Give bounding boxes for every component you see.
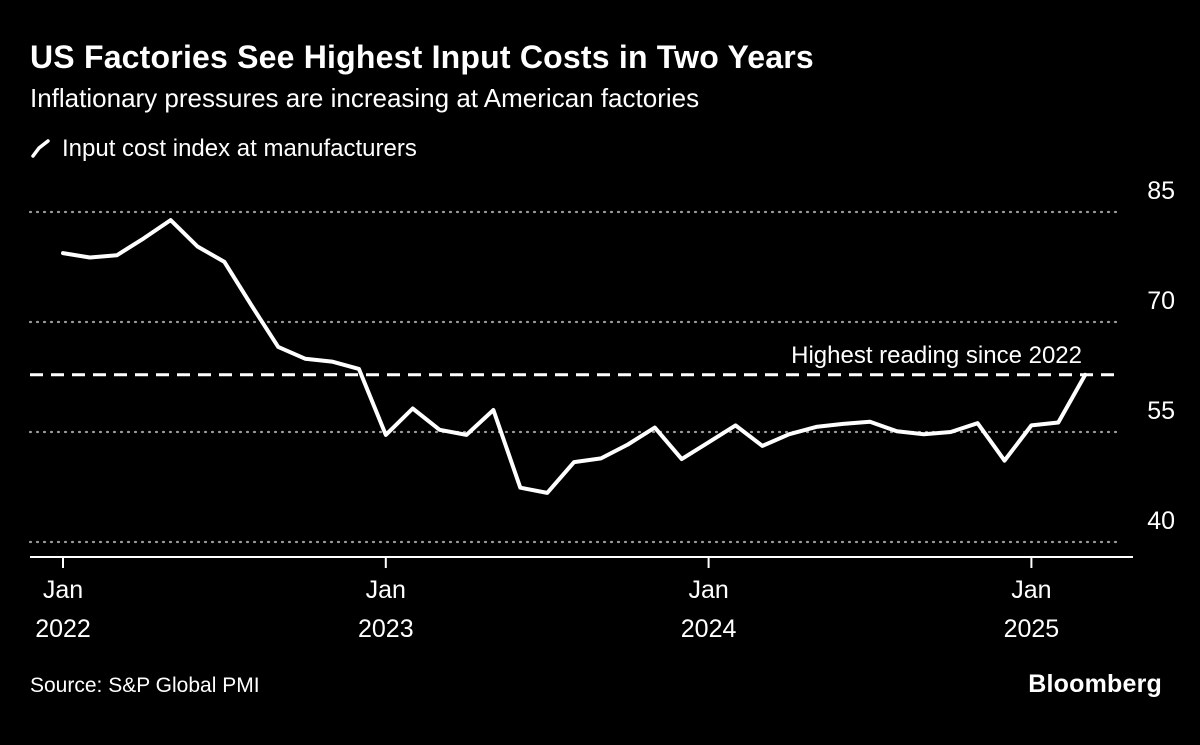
x-axis-label-month: Jan: [366, 576, 406, 604]
source-note: Source: S&P Global PMI: [30, 674, 260, 697]
chart-header: US Factories See Highest Input Costs in …: [30, 38, 1170, 164]
x-axis-label-year: 2024: [681, 615, 737, 643]
y-axis-label: 55: [1147, 397, 1175, 425]
series-line: [61, 218, 1088, 495]
x-axis-label-year: 2025: [1004, 615, 1060, 643]
annotation-label: Highest reading since 2022: [791, 342, 1082, 369]
y-axis-label: 70: [1147, 287, 1175, 315]
x-axis-label-month: Jan: [688, 576, 728, 604]
x-axis-label-month: Jan: [43, 576, 83, 604]
chart-title: US Factories See Highest Input Costs in …: [30, 39, 814, 75]
x-axis-label-year: 2023: [358, 615, 414, 643]
x-axis-label-month: Jan: [1011, 576, 1051, 604]
y-axis-label: 40: [1147, 507, 1175, 535]
y-axis-label: 85: [1147, 177, 1175, 205]
chart-footer: Source: S&P Global PMI Bloomberg: [30, 670, 1162, 699]
x-axis-label-year: 2022: [35, 615, 91, 643]
chart-subtitle: Inflationary pressures are increasing at…: [30, 83, 700, 113]
legend: Input cost index at manufacturers: [30, 134, 1170, 164]
legend-label: Input cost index at manufacturers: [62, 135, 417, 162]
line-series-icon: [30, 138, 52, 160]
bloomberg-logo: Bloomberg: [1028, 670, 1162, 698]
